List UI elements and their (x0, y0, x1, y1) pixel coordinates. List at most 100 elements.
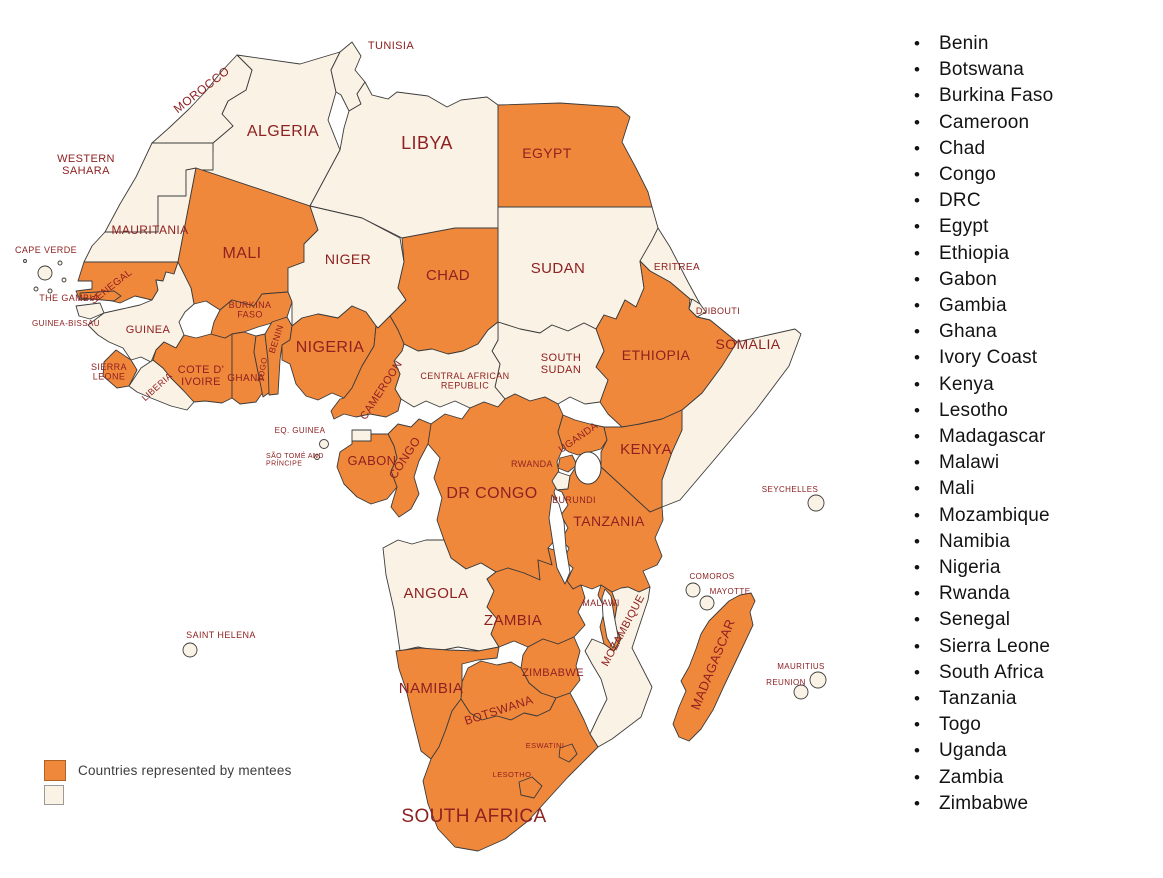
island-cape-verde-dot (61, 277, 67, 283)
map-label-burkina-faso: BURKINA FASO (229, 300, 272, 320)
map-label-ethiopia: ETHIOPIA (622, 347, 691, 363)
mentee-country-item: Mozambique (912, 503, 1053, 529)
mentee-country-item: Senegal (912, 607, 1053, 633)
country-shapes (75, 41, 802, 852)
map-label-niger: NIGER (325, 251, 371, 267)
map-label-mauritania: MAURITANIA (111, 223, 188, 237)
mentee-country-item: Gabon (912, 267, 1053, 293)
map-label-the-gambia: THE GAMBIA (39, 293, 99, 303)
country-chad (389, 227, 499, 355)
mentee-country-item: Tanzania (912, 686, 1053, 712)
country-eq-guinea (351, 429, 372, 442)
map-label-djibouti: DJIBOUTI (696, 306, 740, 316)
island-cape-verde-dot (57, 260, 63, 266)
map-label-mali: MALI (223, 245, 262, 262)
map-label-reunion: REUNION (766, 678, 806, 687)
mentee-country-item: Nigeria (912, 555, 1053, 581)
island-cape-verde-dot (23, 259, 27, 263)
map-label-dr-congo: DR CONGO (446, 485, 537, 502)
island-saint-helena (182, 642, 198, 658)
country-madagascar (672, 592, 756, 742)
map-label-guinea: GUINEA (126, 324, 171, 336)
map-label-tanzania: TANZANIA (573, 513, 645, 529)
lake-malawi (601, 588, 619, 649)
map-label-eq-guinea: EQ. GUINEA (275, 426, 326, 435)
map-label-guinea-bissau: GUINEA-BISSAU (32, 319, 100, 328)
map-label-ghana: GHANA (227, 373, 265, 384)
country-mauritania (83, 167, 197, 263)
map-label-somalia: SOMALIA (715, 336, 780, 352)
country-cote-divoire (152, 333, 233, 404)
mentee-country-item: Gambia (912, 293, 1053, 319)
mentee-country-item: Botswana (912, 57, 1053, 83)
map-label-togo: TOGO (256, 356, 269, 382)
map-label-kenya: KENYA (620, 441, 672, 458)
mentee-country-item: Burkina Faso (912, 83, 1053, 109)
map-label-eritrea: ERITREA (654, 262, 700, 273)
map-label-central-african-republic: CENTRAL AFRICAN REPUBLIC (420, 371, 509, 391)
country-uganda (557, 414, 608, 456)
legend-label-highlighted: Countries represented by mentees (78, 763, 292, 778)
country-kenya (600, 409, 683, 513)
mentee-country-item: Lesotho (912, 398, 1053, 424)
map-label-mauritius: MAURITIUS (777, 662, 825, 671)
lake-tanganyika (548, 494, 571, 585)
map-label-sudan: SUDAN (531, 260, 586, 277)
lake-victoria (574, 451, 602, 485)
map-legend: Countries represented by mentees (44, 760, 292, 809)
mentee-country-item: Zimbabwe (912, 791, 1053, 817)
mentee-country-item: Benin (912, 31, 1053, 57)
map-label-cape-verde: CAPE VERDE (15, 245, 77, 255)
country-cameroon (330, 315, 405, 420)
country-egypt (497, 102, 653, 208)
island-cape-verde (37, 265, 53, 281)
map-label-south-sudan: SOUTH SUDAN (541, 352, 582, 376)
country-eswatini (558, 743, 578, 763)
country-rwanda (557, 454, 578, 473)
map-label-nigeria: NIGERIA (296, 339, 365, 356)
mentee-country-item: Ethiopia (912, 241, 1053, 267)
island-mauritius (809, 671, 827, 689)
island-mayotte (699, 595, 715, 611)
country-south-africa (422, 692, 599, 852)
map-label-western-sahara: WESTERN SAHARA (57, 153, 115, 177)
mentee-country-item: Egypt (912, 214, 1053, 240)
map-label-egypt: EGYPT (522, 145, 572, 161)
mentee-country-item: Chad (912, 136, 1053, 162)
legend-swatch-default (44, 785, 64, 805)
map-label-libya: LIBYA (401, 133, 453, 153)
island-cape-verde-dot (47, 288, 53, 294)
lakes (548, 451, 619, 649)
map-label-mayotte: MAYOTTE (710, 587, 751, 596)
map-label-saint-helena: SAINT HELENA (186, 630, 256, 640)
mentee-country-item: Cameroon (912, 110, 1053, 136)
map-label-namibia: NAMIBIA (399, 680, 463, 697)
mentee-country-item: Sierra Leone (912, 634, 1053, 660)
mentee-country-item: Rwanda (912, 581, 1053, 607)
island-seychelles (807, 494, 825, 512)
mentee-country-item: Ivory Coast (912, 345, 1053, 371)
map-label-rwanda: RWANDA (511, 459, 553, 469)
mentee-country-item: Madagascar (912, 424, 1053, 450)
islands (23, 259, 827, 700)
legend-row-default (44, 785, 292, 805)
mentee-country-item: South Africa (912, 660, 1053, 686)
map-label-malawi: MALAWI (582, 598, 620, 608)
map-label-algeria: ALGERIA (247, 123, 319, 140)
mentee-country-item: Namibia (912, 529, 1053, 555)
island-bioko (319, 439, 329, 449)
map-label-zambia: ZAMBIA (484, 612, 542, 629)
mentee-country-item: Congo (912, 162, 1053, 188)
map-label-cote-divoire: COTE D' IVOIRE (178, 364, 224, 388)
mentee-country-item: Mali (912, 476, 1053, 502)
mentee-country-item: Kenya (912, 372, 1053, 398)
map-label-sierra-leone: SIERRA LEONE (91, 362, 127, 382)
island-sao-tome (314, 454, 320, 460)
country-mozambique (584, 586, 653, 748)
map-label-lesotho: LESOTHO (493, 770, 532, 779)
island-reunion (793, 684, 809, 700)
mentee-country-item: Zambia (912, 765, 1053, 791)
mentee-country-item: DRC (912, 188, 1053, 214)
